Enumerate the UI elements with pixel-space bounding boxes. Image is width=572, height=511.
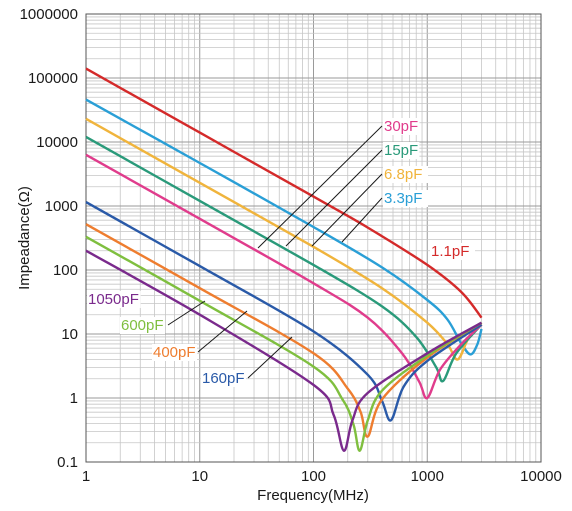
series-labels: 30pF 15pF 6.8pF 3.3pF 1.1pF 1050pF 600pF 400pF 1… (87, 118, 475, 387)
series-line-15pF (85, 135, 483, 383)
y-tick-label: 10 (61, 326, 78, 343)
series-line-33pF (85, 98, 483, 356)
leader-line-160pF (247, 336, 293, 379)
series-label-400pF: 400pF (153, 344, 196, 361)
series-label-600pF: 600pF (121, 317, 164, 334)
y-tick-label: 0.1 (57, 454, 78, 471)
series-line-11pF (85, 67, 483, 319)
series-lines (85, 67, 483, 452)
label-bg-600pF (120, 317, 165, 334)
series-label-15pF: 15pF (384, 142, 418, 159)
label-bg-1050pF (87, 291, 141, 308)
series-label-33pF: 3.3pF (384, 190, 422, 207)
x-tick-label: 10000 (520, 468, 562, 485)
leader-line-400pF (197, 310, 248, 353)
x-tick-labels: 1 10 100 1000 10000 (82, 468, 562, 485)
y-tick-label: 100 (53, 262, 78, 279)
series-line-600pF (85, 235, 483, 452)
leader-line-30pF (257, 125, 383, 249)
leader-line-15pF (285, 149, 383, 247)
y-tick-label: 100000 (28, 70, 78, 87)
series-line-30pF (85, 153, 483, 400)
series-label-11pF: 1.1pF (431, 243, 469, 260)
series-line-160pF (85, 201, 483, 422)
y-tick-label: 1000 (45, 198, 78, 215)
series-label-68pF: 6.8pF (384, 166, 422, 183)
x-tick-label: 1 (82, 468, 90, 485)
label-bg-15pF (383, 142, 420, 159)
series-label-1050pF: 1050pF (88, 291, 139, 308)
label-bg-11pF (430, 243, 475, 260)
leader-line-68pF (311, 173, 383, 247)
leader-line-33pF (341, 197, 383, 243)
x-tick-label: 100 (301, 468, 326, 485)
label-bg-30pF (383, 118, 420, 135)
series-line-68pF (85, 117, 483, 361)
y-axis-title: Impeadance(Ω) (16, 186, 33, 290)
series-line-1050pF (85, 249, 483, 452)
label-bg-400pF (152, 344, 197, 361)
series-label-160pF: 160pF (202, 370, 245, 387)
y-tick-label: 10000 (36, 134, 78, 151)
y-tick-label: 1 (70, 390, 78, 407)
y-tick-label: 1000000 (20, 6, 78, 23)
label-bg-68pF (383, 166, 428, 183)
series-label-30pF: 30pF (384, 118, 418, 135)
x-axis-title: Frequency(MHz) (257, 487, 369, 504)
label-bg-33pF (383, 190, 428, 207)
x-tick-label: 1000 (411, 468, 444, 485)
y-tick-labels: 0.1 1 10 100 1000 10000 100000 1000000 (20, 6, 78, 471)
x-tick-label: 10 (191, 468, 208, 485)
leader-lines (167, 125, 383, 379)
leader-line-600pF (167, 300, 206, 326)
grid (85, 14, 541, 463)
label-bg-160pF (201, 370, 246, 387)
